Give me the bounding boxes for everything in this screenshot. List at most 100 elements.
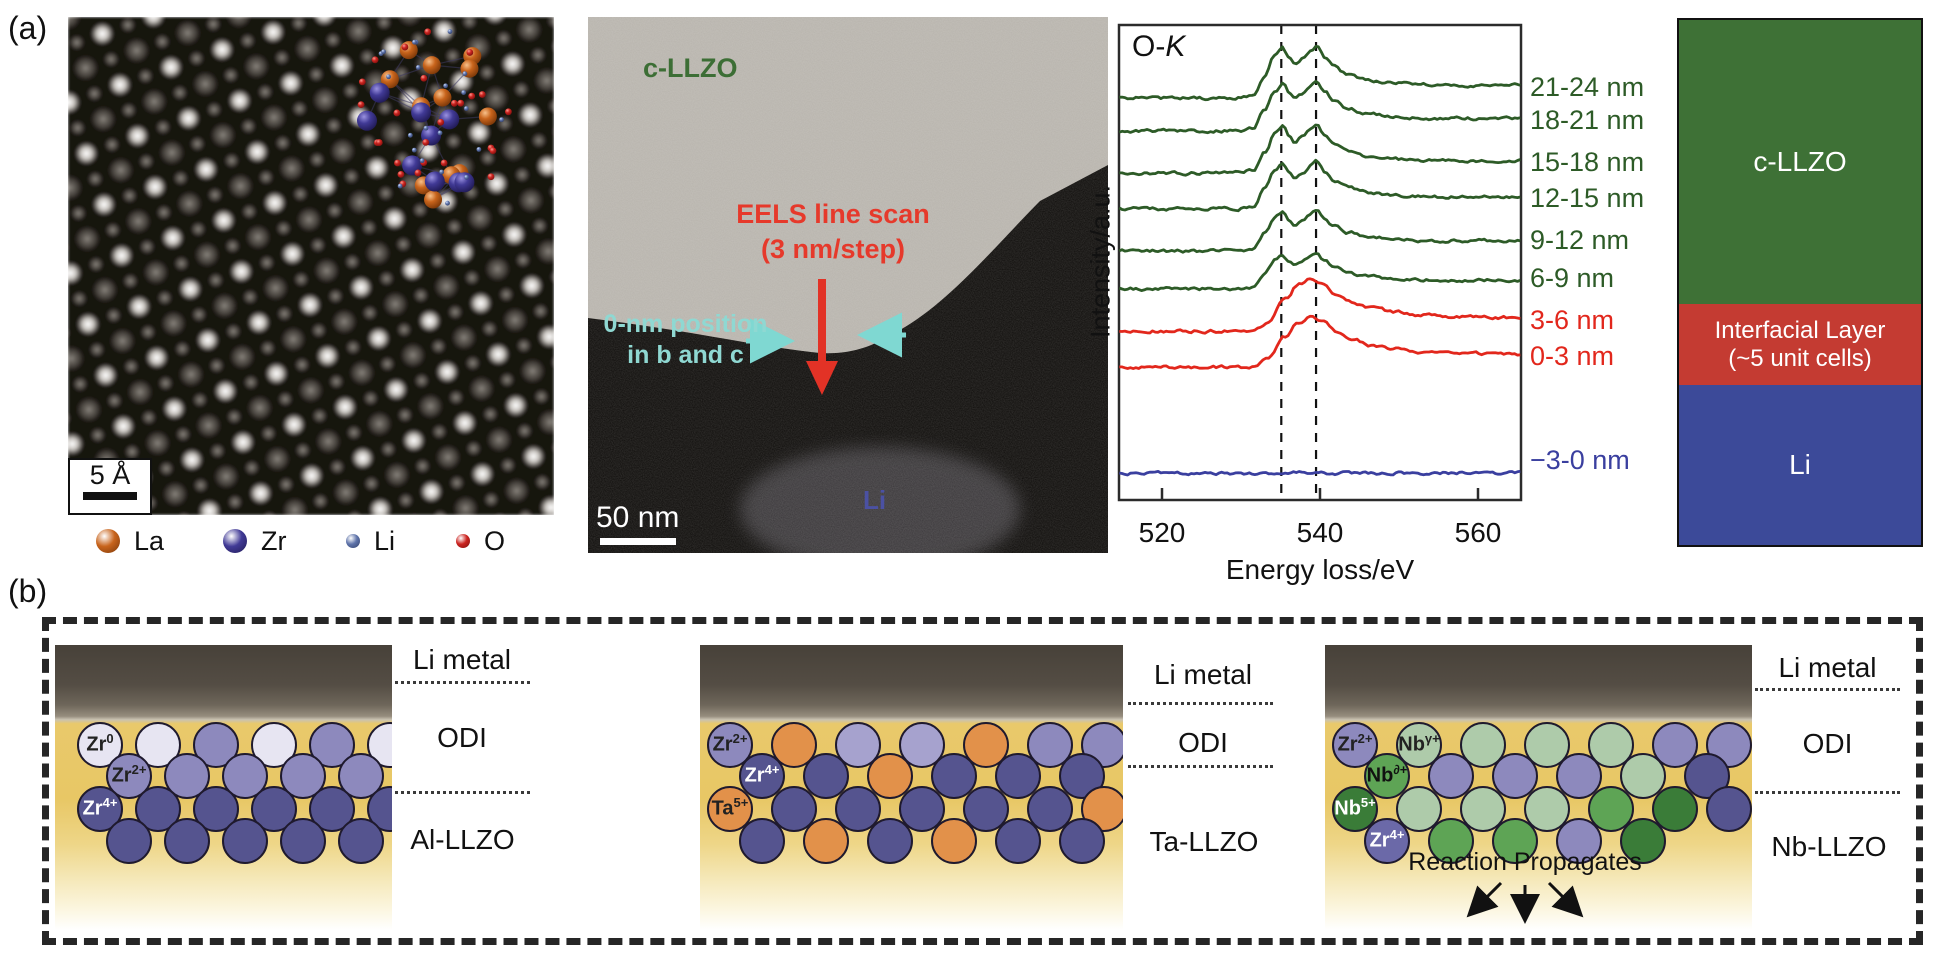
- ion-circle-indigo2: [1364, 818, 1410, 864]
- spectrum-3-6 nm: [1119, 277, 1521, 335]
- ion-circle-orange: [1081, 786, 1123, 832]
- stem-scale-bar: [83, 492, 137, 500]
- li-atom: [386, 74, 391, 80]
- ion-circle-pale: [251, 722, 297, 768]
- ion-circle-indigo: [835, 786, 881, 832]
- reaction-arrow-icon: [1547, 881, 1584, 918]
- ion-circle-slate: [707, 722, 753, 768]
- o-atom: [466, 49, 474, 56]
- ion-circle-slate: [309, 722, 355, 768]
- la-atom: [478, 107, 497, 126]
- tem-graphic: [588, 17, 1108, 571]
- ion-circle-pale: [135, 722, 181, 768]
- o-atom: [424, 28, 432, 36]
- li-atom: [423, 125, 429, 131]
- legend-item-o: O: [456, 526, 505, 556]
- li-atom: [463, 106, 469, 111]
- ion-circle-lav: [899, 722, 945, 768]
- legend-item-la: La: [96, 526, 164, 556]
- ion-circle-indigo: [963, 786, 1009, 832]
- circles-Al-LLZO: [77, 722, 392, 864]
- o-atom: [371, 56, 379, 64]
- interface-stack-diagram: c-LLZO Interfacial Layer (~5 unit cells)…: [1677, 18, 1923, 547]
- al-odi-label: ODI: [437, 722, 487, 753]
- circles-Nb-LLZO: [1332, 722, 1752, 864]
- ion-circle-dkgreen: [1620, 818, 1666, 864]
- ion-circle-slate: [1428, 753, 1474, 799]
- ion-label-Ta5+: Ta5+: [711, 794, 749, 820]
- ion-circle-indigo: [931, 753, 977, 799]
- stem-scale-label: 5 Å: [89, 460, 131, 490]
- spectrum-15-18 nm: [1119, 123, 1521, 177]
- x-axis-label: Energy loss/eV: [1225, 554, 1415, 585]
- o-atom: [414, 169, 422, 177]
- ion-label-Nb∂+: Nb∂+: [1366, 761, 1408, 787]
- ion-circle-indigo: [106, 818, 152, 864]
- spectrum-18-21 nm: [1118, 79, 1521, 135]
- series-label: 6-9 nm: [1530, 263, 1614, 293]
- stem-image: 5 Å: [68, 17, 554, 515]
- ion-circle-indigo: [1706, 786, 1752, 832]
- ion-circle-indigo: [803, 753, 849, 799]
- ta-leader-2: [1128, 765, 1273, 768]
- x-tick-label: 540: [1297, 517, 1344, 548]
- li-atom: [462, 71, 468, 77]
- zr-atom: [439, 109, 460, 130]
- schematic-nb-llzo: Zr2+ Nbγ+ Nb∂+ Nb5+ Zr4+ Reaction Propagates: [1325, 645, 1752, 930]
- ion-circle-indigo: [899, 786, 945, 832]
- plot-frame: [1117, 23, 1523, 502]
- ion-label-Nb5+: Nb5+: [1334, 794, 1376, 820]
- ion-circle-lgreen: [1396, 722, 1442, 768]
- x-tick-label: 560: [1455, 517, 1502, 548]
- ion-circle-indigo: [867, 818, 913, 864]
- li-atom: [415, 65, 421, 70]
- ion-circle-indigo: [1027, 786, 1073, 832]
- stack-layer-cllzo: c-LLZO: [1679, 20, 1921, 304]
- ion-circle-orange: [931, 818, 977, 864]
- panel-b-dashed-box: [42, 617, 1923, 945]
- li-atom-icon: [346, 534, 360, 548]
- ion-circle-orange: [963, 722, 1009, 768]
- ion-circle-slate: [280, 753, 326, 799]
- spectrum-0-3 nm: [1119, 314, 1521, 370]
- ion-circle-pale: [367, 722, 392, 768]
- nb-odi-label: ODI: [1802, 728, 1853, 759]
- series-label: −3-0 nm: [1530, 445, 1630, 475]
- o-atom: [357, 101, 365, 109]
- la-atom: [433, 88, 452, 107]
- li-atom: [447, 29, 453, 34]
- ion-circle-pale: [77, 722, 123, 768]
- zr-atom: [424, 171, 445, 192]
- li-atom: [419, 158, 425, 164]
- reaction-arrow-icon: [1466, 881, 1503, 918]
- zr-atom: [369, 82, 390, 103]
- o-atom: [358, 78, 366, 86]
- o-atom: [394, 159, 401, 167]
- ion-circle-indigo: [222, 818, 268, 864]
- series-label: 12-15 nm: [1530, 183, 1644, 213]
- ion-label-Zr0: Zr0: [86, 730, 114, 756]
- nb-llzo-label: Nb-LLZO: [1771, 831, 1887, 862]
- o-atom: [505, 108, 512, 116]
- ta-leader-1: [1128, 702, 1273, 705]
- ion-circle-indigo: [251, 786, 297, 832]
- legend-label-zr: Zr: [261, 525, 287, 556]
- o-atom: [422, 139, 430, 146]
- ion-label-Zr2+: Zr2+: [712, 730, 748, 756]
- ion-circle-lgreen: [1396, 786, 1442, 832]
- ion-circle-indigo: [338, 818, 384, 864]
- o-atom: [420, 74, 428, 82]
- series-label: 15-18 nm: [1530, 147, 1644, 177]
- ion-circle-indigo: [995, 753, 1041, 799]
- stack-layer-interfacial: Interfacial Layer (~5 unit cells): [1679, 304, 1921, 385]
- series-label: 0-3 nm: [1530, 341, 1614, 371]
- ion-circle-mgreen: [1364, 753, 1410, 799]
- legend-label-li: Li: [374, 525, 396, 556]
- al-llzo-label: Al-LLZO: [410, 824, 515, 855]
- li-atom: [445, 200, 450, 206]
- ion-circle-indigo: [739, 753, 785, 799]
- o-atom: [489, 147, 497, 155]
- stack-layer-li: Li: [1679, 385, 1921, 545]
- eels-plot: 520 540 560 21-24 nm 18-21 nm 15-18 nm 12-15 n…: [1086, 10, 1670, 595]
